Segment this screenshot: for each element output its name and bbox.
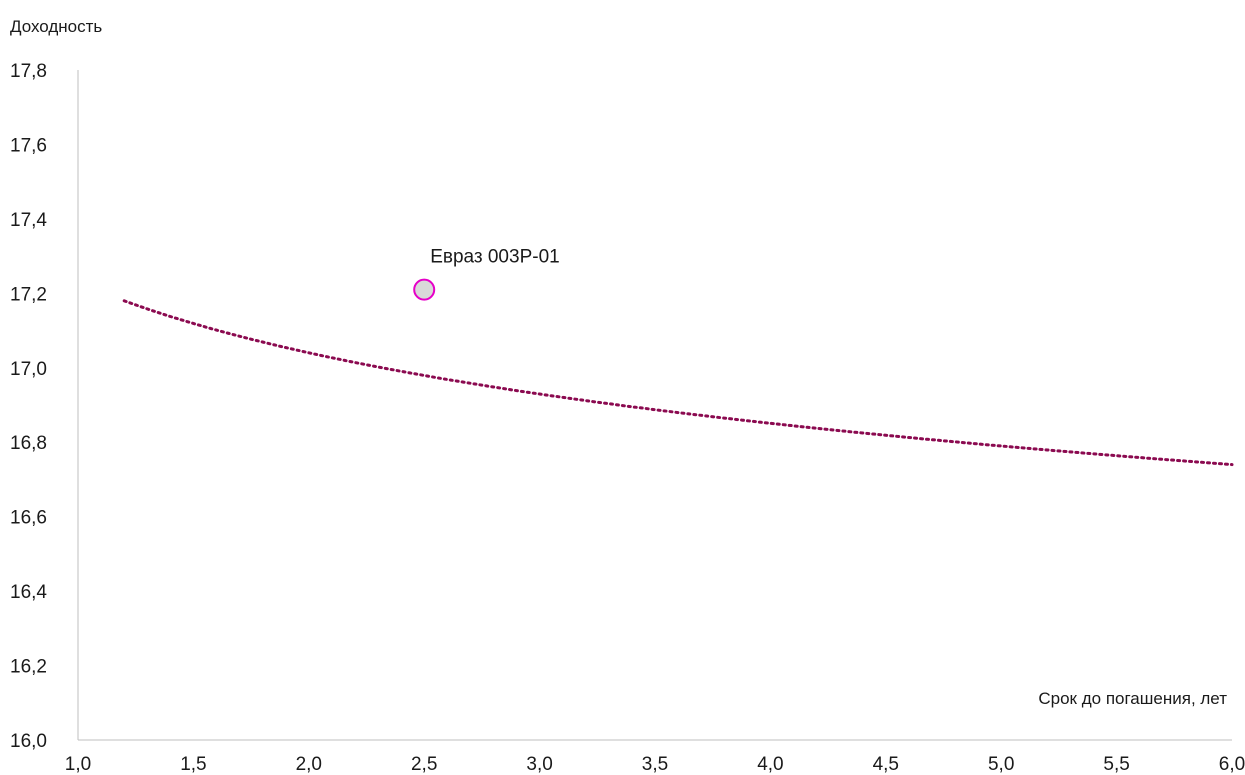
points-group: Евраз 003Р-01 [413, 247, 560, 301]
y-tick-label: 16,8 [10, 433, 47, 454]
y-tick-label: 16,4 [10, 582, 47, 603]
y-tick-label: 16,6 [10, 508, 47, 529]
y-tick-label: 17,0 [10, 359, 47, 380]
y-tick-label: 17,8 [10, 61, 47, 82]
y-axis-title: Доходность [10, 17, 102, 36]
trendline-group [122, 299, 1234, 467]
x-tick-label: 2,0 [296, 754, 322, 775]
y-tick-label: 17,6 [10, 135, 47, 156]
x-tick-label: 5,0 [988, 754, 1014, 775]
data-point [413, 278, 436, 301]
x-tick-label: 5,5 [1103, 754, 1129, 775]
x-tick-label: 4,5 [873, 754, 899, 775]
x-tick-label: 2,5 [411, 754, 437, 775]
trendline [122, 299, 1234, 467]
x-tick-label: 1,5 [180, 754, 206, 775]
y-tick-label: 17,2 [10, 284, 47, 305]
y-tick-label: 16,2 [10, 657, 47, 678]
x-tick-label: 6,0 [1219, 754, 1245, 775]
data-point-label: Евраз 003Р-01 [430, 247, 560, 268]
y-tick-label: 17,4 [10, 210, 47, 231]
x-tick-label: 3,0 [526, 754, 552, 775]
x-tick-label: 4,0 [757, 754, 783, 775]
x-tick-labels: 1,0 1,5 2,0 2,5 3,0 3,5 4,0 4,5 5,0 5,5 6,0 [65, 754, 1245, 775]
y-tick-label: 16,0 [10, 731, 47, 752]
x-tick-label: 3,5 [642, 754, 668, 775]
x-tick-label: 1,0 [65, 754, 91, 775]
y-tick-labels: 16,0 16,2 16,4 16,6 16,8 17,0 17,2 17,4 17,6 17,8 [10, 61, 47, 752]
x-axis-title: Срок до погашения, лет [1038, 689, 1227, 708]
